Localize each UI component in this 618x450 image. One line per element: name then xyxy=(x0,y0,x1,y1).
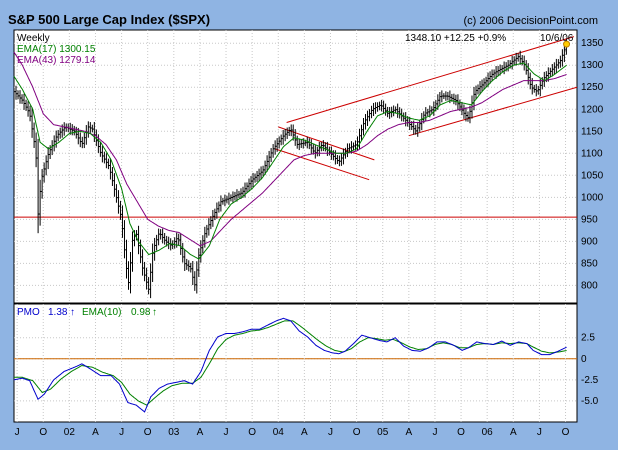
last-price-marker xyxy=(563,40,571,48)
pmo-lines xyxy=(13,317,567,413)
x-tick-label: 04 xyxy=(273,427,285,438)
pmo-grid xyxy=(14,304,577,422)
x-tick-label: J xyxy=(537,427,542,438)
price-tick-label: 900 xyxy=(581,236,598,247)
x-tick-label: O xyxy=(39,427,47,438)
chart-title: S&P 500 Large Cap Index ($SPX) xyxy=(8,12,211,27)
x-tick-label: A xyxy=(92,427,99,438)
x-tick-label: 03 xyxy=(168,427,180,438)
period-label: Weekly xyxy=(17,33,50,44)
x-tick-label: A xyxy=(405,427,412,438)
pmo-tick-label: -2.5 xyxy=(581,375,599,386)
x-tick-label: J xyxy=(432,427,437,438)
pmo-legend: PMO xyxy=(17,307,40,318)
x-tick-label: A xyxy=(510,427,517,438)
pmo-tick-label: -5.0 xyxy=(581,396,599,407)
pmo-ema-value: 0.98 xyxy=(131,307,151,318)
x-tick-label: J xyxy=(224,427,229,438)
x-tick-label: O xyxy=(248,427,256,438)
last-quote: 1348.10 +12.25 +0.9% xyxy=(405,33,506,44)
x-tick-label: O xyxy=(353,427,361,438)
x-tick-label: J xyxy=(119,427,124,438)
price-tick-label: 1200 xyxy=(581,104,604,115)
x-tick-label: 05 xyxy=(377,427,389,438)
pmo-panel xyxy=(13,303,578,423)
flag-top xyxy=(278,126,375,161)
copyright-text: (c) 2006 DecisionPoint.com xyxy=(463,15,598,27)
upper-channel xyxy=(286,36,575,123)
price-tick-label: 850 xyxy=(581,258,598,269)
price-tick-label: 1000 xyxy=(581,192,604,203)
ema17-line xyxy=(13,62,567,260)
ema-lines xyxy=(13,51,567,260)
last-date: 10/6/06 xyxy=(540,33,574,44)
price-tick-label: 1350 xyxy=(581,38,604,49)
ema43-legend: EMA(43) 1279.14 xyxy=(17,55,96,66)
pmo-up-arrow-icon: ↑ xyxy=(70,307,75,318)
lower-channel xyxy=(408,86,578,137)
axis-labels: 800 850 900 950 1000 1050 1100 1150 1200 1250 1300… xyxy=(15,38,604,438)
pmo-value: 1.38 xyxy=(48,307,68,318)
price-tick-label: 1250 xyxy=(581,82,604,93)
price-tick-label: 950 xyxy=(581,214,598,225)
price-tick-label: 800 xyxy=(581,280,598,291)
pmo-ema-legend: EMA(10) xyxy=(82,307,121,318)
flag-bottom xyxy=(274,148,370,181)
ema43-line xyxy=(13,51,567,247)
price-grid xyxy=(14,30,577,303)
x-tick-label: A xyxy=(301,427,308,438)
x-tick-label: O xyxy=(457,427,465,438)
pmo-line xyxy=(13,317,567,413)
x-tick-label: J xyxy=(328,427,333,438)
x-tick-label: 06 xyxy=(482,427,494,438)
price-tick-label: 1150 xyxy=(581,126,603,137)
pmo-ema-up-arrow-icon: ↑ xyxy=(152,307,157,318)
price-tick-label: 1100 xyxy=(581,148,603,159)
ema17-legend: EMA(17) 1300.15 xyxy=(17,44,96,55)
trendlines xyxy=(14,36,578,218)
price-tick-label: 1300 xyxy=(581,60,604,71)
x-tick-label: J xyxy=(15,427,20,438)
price-tick-label: 1050 xyxy=(581,170,604,181)
x-tick-label: O xyxy=(144,427,152,438)
x-tick-label: O xyxy=(562,427,570,438)
x-tick-label: A xyxy=(197,427,204,438)
pmo-tick-label: 0 xyxy=(581,354,587,365)
pmo-tick-label: 2.5 xyxy=(581,333,595,344)
x-tick-label: 02 xyxy=(64,427,76,438)
price-panel xyxy=(13,29,578,304)
